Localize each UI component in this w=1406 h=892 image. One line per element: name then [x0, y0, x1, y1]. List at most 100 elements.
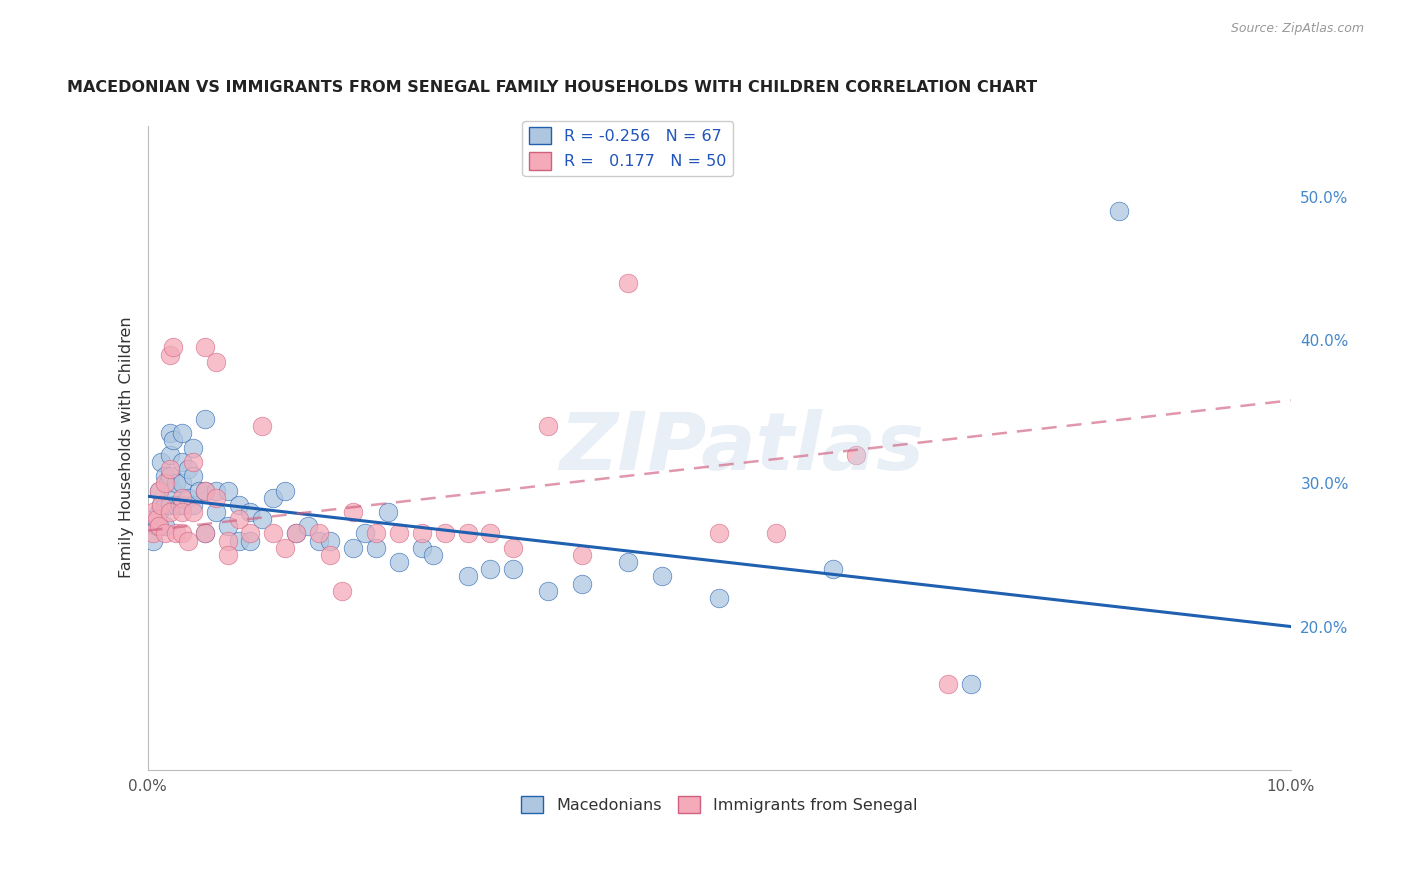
- Point: [142, 533, 165, 548]
- Point: [330, 583, 353, 598]
- Point: [170, 455, 193, 469]
- Point: [217, 548, 239, 562]
- Point: [366, 541, 388, 555]
- Point: [262, 526, 284, 541]
- Point: [765, 526, 787, 541]
- Point: [205, 505, 228, 519]
- Point: [388, 555, 411, 569]
- Point: [388, 526, 411, 541]
- Point: [142, 505, 165, 519]
- Point: [342, 505, 364, 519]
- Point: [159, 347, 181, 361]
- Point: [273, 541, 295, 555]
- Point: [616, 276, 638, 290]
- Point: [319, 548, 342, 562]
- Point: [297, 519, 319, 533]
- Point: [285, 526, 308, 541]
- Point: [502, 541, 524, 555]
- Point: [239, 526, 262, 541]
- Point: [411, 526, 433, 541]
- Point: [707, 526, 730, 541]
- Point: [194, 340, 217, 354]
- Point: [205, 491, 228, 505]
- Point: [150, 498, 173, 512]
- Point: [153, 476, 176, 491]
- Legend: Macedonians, Immigrants from Senegal: Macedonians, Immigrants from Senegal: [515, 789, 924, 820]
- Point: [145, 519, 167, 533]
- Point: [181, 455, 204, 469]
- Point: [239, 505, 262, 519]
- Point: [181, 498, 204, 512]
- Y-axis label: Family Households with Children: Family Households with Children: [118, 317, 134, 578]
- Point: [176, 491, 198, 505]
- Point: [142, 526, 165, 541]
- Point: [308, 526, 330, 541]
- Point: [273, 483, 295, 498]
- Point: [1108, 204, 1130, 219]
- Point: [194, 483, 217, 498]
- Point: [153, 519, 176, 533]
- Point: [145, 512, 167, 526]
- Text: ZIPatlas: ZIPatlas: [560, 409, 924, 486]
- Point: [411, 541, 433, 555]
- Point: [217, 519, 239, 533]
- Point: [823, 562, 845, 576]
- Point: [150, 455, 173, 469]
- Point: [165, 476, 187, 491]
- Point: [205, 483, 228, 498]
- Point: [250, 419, 273, 434]
- Point: [651, 569, 673, 583]
- Point: [707, 591, 730, 605]
- Point: [353, 526, 375, 541]
- Point: [170, 505, 193, 519]
- Point: [479, 562, 502, 576]
- Point: [170, 476, 193, 491]
- Point: [285, 526, 308, 541]
- Point: [165, 498, 187, 512]
- Point: [959, 677, 981, 691]
- Point: [159, 498, 181, 512]
- Point: [194, 526, 217, 541]
- Point: [228, 498, 250, 512]
- Point: [616, 555, 638, 569]
- Point: [217, 533, 239, 548]
- Point: [150, 498, 173, 512]
- Point: [228, 533, 250, 548]
- Point: [162, 483, 184, 498]
- Point: [239, 533, 262, 548]
- Point: [342, 541, 364, 555]
- Point: [536, 419, 558, 434]
- Point: [153, 498, 176, 512]
- Point: [308, 533, 330, 548]
- Point: [170, 526, 193, 541]
- Point: [571, 576, 593, 591]
- Point: [571, 548, 593, 562]
- Point: [377, 505, 399, 519]
- Point: [262, 491, 284, 505]
- Point: [165, 526, 187, 541]
- Point: [159, 426, 181, 441]
- Point: [188, 483, 211, 498]
- Point: [845, 448, 868, 462]
- Point: [162, 340, 184, 354]
- Point: [205, 354, 228, 368]
- Text: Source: ZipAtlas.com: Source: ZipAtlas.com: [1230, 22, 1364, 36]
- Point: [228, 512, 250, 526]
- Point: [194, 483, 217, 498]
- Point: [170, 491, 193, 505]
- Point: [181, 469, 204, 483]
- Point: [148, 519, 170, 533]
- Point: [936, 677, 959, 691]
- Point: [170, 498, 193, 512]
- Text: MACEDONIAN VS IMMIGRANTS FROM SENEGAL FAMILY HOUSEHOLDS WITH CHILDREN CORRELATIO: MACEDONIAN VS IMMIGRANTS FROM SENEGAL FA…: [67, 80, 1038, 95]
- Point: [194, 412, 217, 426]
- Point: [157, 476, 180, 491]
- Point: [217, 483, 239, 498]
- Point: [148, 519, 170, 533]
- Point: [148, 505, 170, 519]
- Point: [159, 462, 181, 476]
- Point: [194, 526, 217, 541]
- Point: [148, 483, 170, 498]
- Point: [319, 533, 342, 548]
- Point: [153, 469, 176, 483]
